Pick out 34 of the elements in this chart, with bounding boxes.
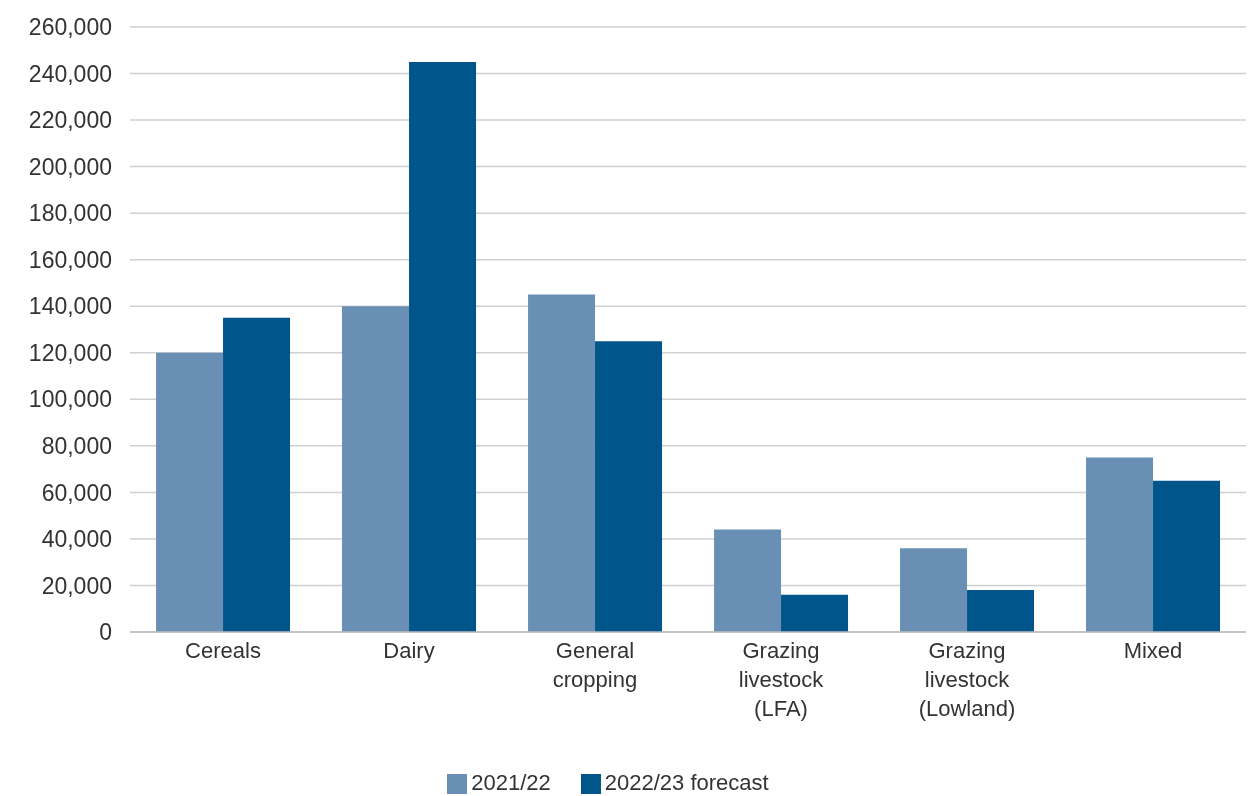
x-tick-label: Dairy bbox=[383, 638, 435, 663]
bar bbox=[1153, 480, 1221, 632]
x-tick-label: Mixed bbox=[1123, 638, 1183, 663]
legend-label: 2022/23 forecast bbox=[604, 770, 769, 795]
bar bbox=[900, 548, 968, 632]
y-tick-label: 260,000 bbox=[28, 14, 112, 41]
bar bbox=[781, 594, 849, 632]
y-tick-label: 60,000 bbox=[41, 479, 112, 506]
y-tick-label: 160,000 bbox=[28, 246, 112, 273]
x-tick-label: Grazing livestock (Lowland) bbox=[918, 638, 1016, 721]
bar bbox=[342, 306, 410, 632]
y-tick-label: 180,000 bbox=[28, 200, 112, 227]
y-tick-label: 100,000 bbox=[28, 386, 112, 413]
y-tick-label: 200,000 bbox=[28, 153, 112, 180]
bar bbox=[714, 529, 782, 632]
x-tick-label: General cropping bbox=[552, 638, 638, 692]
legend-label: 2021/22 bbox=[471, 770, 551, 795]
y-tick-label: 20,000 bbox=[41, 572, 112, 599]
bar bbox=[1086, 457, 1154, 632]
x-tick-label: Cereals bbox=[185, 638, 261, 663]
bar bbox=[409, 61, 477, 632]
bar bbox=[528, 294, 596, 632]
bar bbox=[967, 590, 1035, 632]
y-tick-label: 120,000 bbox=[28, 339, 112, 366]
y-tick-label: 140,000 bbox=[28, 293, 112, 320]
y-tick-label: 240,000 bbox=[28, 60, 112, 87]
bar bbox=[595, 341, 663, 632]
y-tick-label: 40,000 bbox=[41, 526, 112, 553]
bar bbox=[223, 317, 291, 632]
y-tick-label: 220,000 bbox=[28, 107, 112, 134]
y-tick-label: 80,000 bbox=[41, 433, 112, 460]
x-tick-label: Grazing livestock (LFA) bbox=[738, 638, 825, 721]
bar bbox=[156, 352, 224, 632]
y-tick-label: 0 bbox=[99, 619, 112, 646]
